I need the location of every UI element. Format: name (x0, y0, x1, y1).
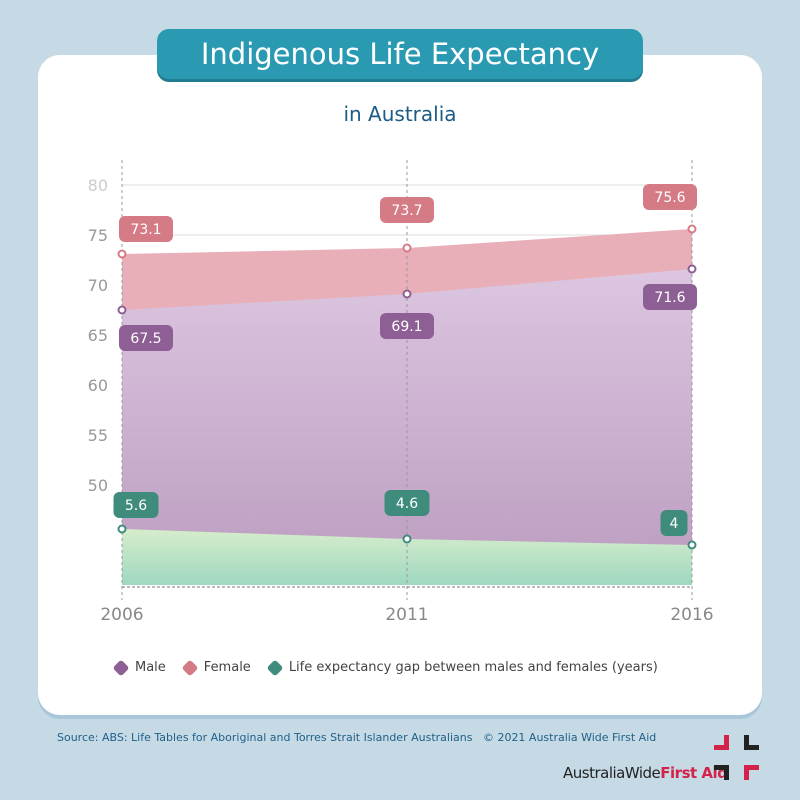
data-label: 75.6 (654, 190, 685, 206)
x-tick-label: 2016 (670, 605, 713, 625)
y-tick-label: 50 (88, 476, 108, 495)
data-point (402, 243, 412, 253)
data-point (117, 249, 127, 259)
data-point (402, 534, 412, 544)
data-label: 73.7 (391, 203, 422, 219)
data-label-bg (119, 216, 173, 242)
legend-item-female[interactable]: Female (181, 659, 251, 676)
diamond-icon (112, 659, 130, 676)
diamond-icon (266, 659, 284, 676)
legend-label: Female (203, 660, 251, 675)
diamond-icon (181, 659, 199, 676)
data-label-bg (380, 197, 434, 223)
data-point (687, 540, 697, 550)
data-label-bg (384, 490, 430, 516)
logo-text: AustraliaWideFirst Aid (563, 764, 728, 782)
logo-text-1: AustraliaWide (563, 764, 661, 782)
legend-item-gap[interactable]: Life expectancy gap between males and fe… (266, 659, 658, 676)
legend-item-male[interactable]: Male (112, 659, 166, 676)
data-label-bg (380, 313, 434, 339)
y-tick-label: 65 (88, 326, 108, 345)
data-point (402, 289, 412, 299)
data-label-bg (113, 492, 159, 518)
logo-cross-icon (714, 735, 759, 780)
data-point (687, 224, 697, 234)
data-point (117, 305, 127, 315)
x-tick-label: 2006 (100, 605, 143, 625)
data-label-bg (643, 284, 697, 310)
data-label: 73.1 (130, 222, 161, 238)
data-point (117, 524, 127, 534)
legend-label: Life expectancy gap between males and fe… (288, 660, 658, 675)
chart-subtitle: in Australia (343, 102, 457, 126)
male-area (122, 269, 692, 585)
data-label: 4.6 (396, 496, 418, 512)
y-tick-label: 55 (88, 426, 108, 445)
y-tick-label: 75 (88, 226, 108, 245)
data-label-bg (660, 510, 688, 536)
data-point (687, 264, 697, 274)
data-label: 69.1 (391, 319, 422, 335)
data-label: 71.6 (654, 290, 685, 306)
logo-text-2: First Aid (660, 764, 728, 782)
x-tick-label: 2011 (385, 605, 428, 625)
y-tick-label: 70 (88, 276, 108, 295)
data-label: 5.6 (125, 498, 147, 514)
data-label-bg (643, 184, 697, 210)
source-text: Source: ABS: Life Tables for Aboriginal … (57, 731, 657, 744)
legend-label: Male (135, 660, 166, 675)
data-label-bg (119, 325, 173, 351)
legend: Male Female Life expectancy gap between … (112, 659, 658, 676)
y-tick-label: 60 (88, 376, 108, 395)
chart-title: Indigenous Life Expectancy (157, 29, 643, 79)
y-tick-label: 80 (88, 176, 108, 195)
data-label: 4 (670, 516, 679, 532)
data-label: 67.5 (130, 331, 161, 347)
